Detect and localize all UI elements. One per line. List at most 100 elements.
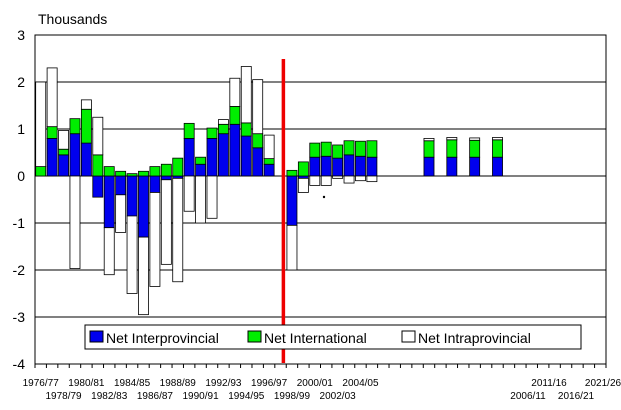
- legend-box: [84, 324, 582, 350]
- bar-net-intraprovincial: [195, 175, 207, 224]
- bar-net-international: [103, 166, 115, 177]
- bar-net-interprovincial: [332, 157, 344, 177]
- bar-net-international: [138, 170, 149, 177]
- bar-net-intraprovincial: [423, 137, 435, 142]
- y-tick-label: 3: [17, 27, 25, 43]
- bar-net-international: [469, 139, 481, 158]
- x-tick-label: 2002/03: [320, 391, 357, 402]
- bar-net-international: [309, 142, 321, 158]
- bar-net-international: [446, 139, 458, 158]
- bar-net-international: [80, 108, 92, 144]
- bar-net-interprovincial: [355, 155, 366, 177]
- bar-net-intraprovincial: [343, 175, 355, 184]
- x-tick-label: 1976/77: [23, 378, 60, 389]
- x-tick-label: 1988/89: [160, 378, 197, 389]
- x-tick-label: 1994/95: [228, 391, 265, 402]
- bar-net-intraprovincial: [126, 215, 138, 294]
- bar-net-international: [183, 122, 195, 139]
- x-tick-label: 1996/97: [251, 378, 288, 389]
- x-tick-label: 2006/11: [510, 391, 546, 402]
- legend-swatch-international: [247, 330, 262, 343]
- y-tick-label: -1: [13, 215, 26, 231]
- y-axis-label: Thousands: [38, 11, 107, 27]
- bar-net-interprovincial: [138, 175, 149, 238]
- x-tick-label: 2000/01: [297, 378, 334, 389]
- bar-net-international: [218, 123, 229, 135]
- bar-net-international: [35, 166, 47, 177]
- bar-net-international: [69, 118, 81, 135]
- bar-net-intraprovincial: [46, 67, 58, 128]
- bar-net-intraprovincial: [206, 175, 218, 219]
- y-tick-label: 1: [17, 121, 25, 137]
- bar-net-intraprovincial: [138, 236, 149, 316]
- bar-net-intraprovincial: [252, 79, 264, 135]
- bar-net-intraprovincial: [332, 175, 344, 179]
- bar-net-international: [229, 106, 241, 125]
- legend-label-interprovincial: Net Interprovincial: [106, 330, 219, 346]
- bar-net-intraprovincial: [320, 175, 332, 186]
- stray-dot: [322, 195, 326, 199]
- bar-net-intraprovincial: [92, 116, 104, 156]
- bar-net-intraprovincial: [446, 137, 458, 141]
- bar-net-interprovincial: [80, 142, 92, 177]
- bar-net-international: [115, 170, 127, 177]
- legend-label-intraprovincial: Net Intraprovincial: [418, 330, 531, 346]
- bar-net-intraprovincial: [149, 192, 161, 287]
- bar-net-intraprovincial: [160, 179, 172, 265]
- bar-net-intraprovincial: [115, 194, 127, 233]
- bar-net-intraprovincial: [469, 137, 481, 141]
- bar-net-international: [286, 169, 298, 177]
- bar-net-international: [160, 163, 172, 177]
- bar-net-interprovincial: [286, 175, 298, 226]
- bar-net-interprovincial: [69, 133, 81, 177]
- bar-net-intraprovincial: [80, 99, 92, 110]
- legend-swatch-intraprovincial: [401, 330, 416, 343]
- bar-net-international: [252, 133, 264, 149]
- bar-net-interprovincial: [320, 155, 332, 177]
- bar-net-intraprovincial: [492, 137, 503, 141]
- legend-item-intraprovincial: Net Intraprovincial: [401, 330, 531, 346]
- bar-net-international: [320, 141, 332, 157]
- bar-net-international: [126, 173, 138, 177]
- x-tick-label: 1992/93: [205, 378, 242, 389]
- bar-net-international: [366, 140, 378, 158]
- bar-net-interprovincial: [218, 133, 229, 177]
- bar-net-interprovincial: [149, 175, 161, 193]
- bar-net-international: [46, 126, 58, 139]
- bar-net-interprovincial: [103, 175, 115, 229]
- bar-net-international: [263, 158, 275, 165]
- bar-net-intraprovincial: [218, 119, 229, 125]
- bar-net-intraprovincial: [69, 175, 81, 269]
- bar-net-interprovincial: [252, 147, 264, 177]
- bar-net-interprovincial: [160, 175, 172, 181]
- x-tick-label: 1998/99: [274, 391, 311, 402]
- x-tick-label: 1990/91: [183, 391, 220, 402]
- bar-net-interprovincial: [126, 175, 138, 217]
- x-tick-label: 1982/83: [91, 391, 128, 402]
- bar-net-interprovincial: [58, 154, 69, 177]
- y-tick-label: 2: [17, 74, 25, 90]
- legend-item-international: Net International: [247, 330, 367, 346]
- bar-net-international: [149, 166, 161, 177]
- bar-net-interprovincial: [446, 156, 458, 177]
- bar-net-interprovincial: [343, 154, 355, 177]
- bar-net-international: [423, 140, 435, 158]
- legend-swatch-interprovincial: [89, 330, 104, 343]
- bar-net-intraprovincial: [240, 66, 252, 124]
- x-tick-label: 1984/85: [114, 378, 151, 389]
- bar-net-interprovincial: [229, 123, 241, 177]
- bar-net-interprovincial: [92, 175, 104, 198]
- legend-label-international: Net International: [264, 330, 367, 346]
- x-tick-label: 1978/79: [45, 391, 82, 402]
- bar-net-intraprovincial: [172, 177, 184, 283]
- bar-net-interprovincial: [240, 135, 252, 177]
- x-tick-label: 2016/21: [558, 391, 595, 402]
- bar-net-intraprovincial: [297, 177, 309, 193]
- x-axis-ticks: 1976/77 1980/81 1984/85 1988/89 1992/93 1996/…: [23, 364, 621, 402]
- bar-net-intraprovincial: [183, 175, 195, 212]
- bar-net-intraprovincial: [286, 224, 298, 271]
- x-tick-label: 2004/05: [342, 378, 379, 389]
- bar-net-intraprovincial: [35, 81, 47, 167]
- y-tick-label: -4: [13, 356, 26, 372]
